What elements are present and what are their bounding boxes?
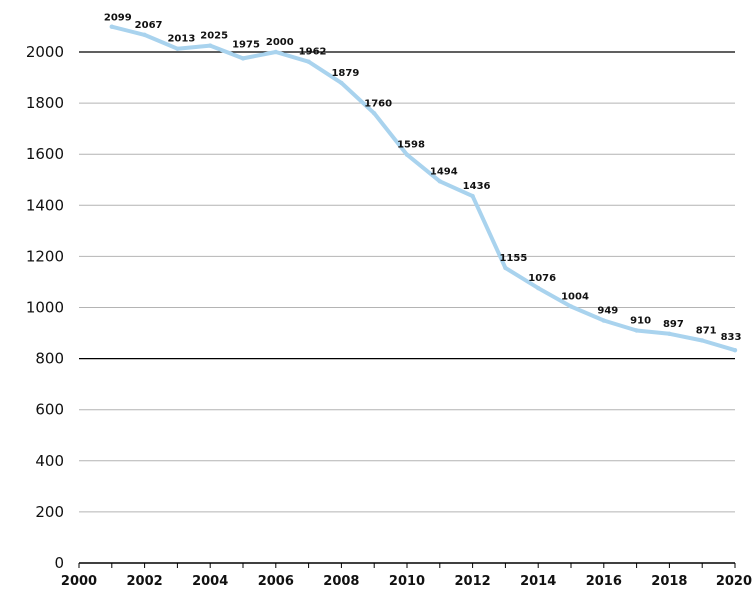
data-point <box>700 338 705 343</box>
data-label: 2000 <box>266 37 294 48</box>
series-line <box>109 24 738 353</box>
y-tick-label: 1400 <box>26 196 64 214</box>
data-label: 1879 <box>331 68 359 79</box>
data-point <box>208 43 213 48</box>
data-label: 897 <box>663 319 684 330</box>
data-point <box>273 49 278 55</box>
data-point <box>536 285 541 291</box>
x-tick-label: 2004 <box>192 574 228 589</box>
data-point <box>175 46 180 51</box>
data-point <box>601 318 606 323</box>
x-tick-label: 2010 <box>389 574 425 589</box>
data-point <box>503 265 508 271</box>
y-tick-label: 1000 <box>26 299 64 317</box>
data-label: 1962 <box>299 47 327 58</box>
x-tick-label: 2006 <box>258 574 294 589</box>
x-tick-label: 2008 <box>323 574 359 589</box>
data-point <box>240 56 246 61</box>
data-point <box>372 111 377 116</box>
data-label: 1494 <box>430 166 458 177</box>
data-point <box>634 328 639 333</box>
y-tick-label: 2000 <box>26 43 64 61</box>
data-point <box>470 193 475 199</box>
x-tick-label: 2012 <box>455 574 491 589</box>
data-label: 833 <box>721 332 742 343</box>
x-tick-label: 2020 <box>716 574 752 589</box>
data-label: 1076 <box>528 273 556 284</box>
data-point <box>568 304 574 309</box>
y-tick-label: 200 <box>35 503 64 521</box>
data-label: 1760 <box>364 98 392 109</box>
data-label: 871 <box>696 325 717 336</box>
x-tick-label: 2016 <box>586 574 622 589</box>
x-tick-labels: 2000 2002 2004 2006 2008 2010 2012 2014 2016 2018… <box>61 574 752 589</box>
data-point <box>339 80 344 86</box>
y-tick-label: 1200 <box>26 247 64 265</box>
data-label: 1598 <box>397 140 425 151</box>
data-label: 1155 <box>499 253 527 264</box>
y-tick-label: 800 <box>35 350 64 368</box>
data-label: 2099 <box>104 13 132 24</box>
x-tick-label: 2018 <box>651 574 687 589</box>
data-point <box>404 152 410 157</box>
y-tick-label: 0 <box>54 554 64 572</box>
data-label: 1436 <box>463 181 491 192</box>
data-point <box>142 32 147 38</box>
data-label: 910 <box>630 315 651 326</box>
data-label: 1975 <box>232 39 260 50</box>
x-axis <box>78 562 736 568</box>
y-tick-label: 400 <box>35 452 64 470</box>
data-point <box>437 179 442 184</box>
x-tick-label: 2002 <box>127 574 163 589</box>
data-label: 2025 <box>200 31 228 42</box>
data-point <box>667 331 672 337</box>
y-tick-label: 600 <box>35 401 64 419</box>
series-polyline <box>109 24 737 353</box>
y-tick-label: 1800 <box>26 94 64 112</box>
y-tick-labels: 0 200 400 600 800 1000 1200 1400 1600 1800 2000 <box>26 43 64 572</box>
gridlines <box>79 51 735 513</box>
data-point <box>306 59 311 64</box>
y-tick-label: 1600 <box>26 145 64 163</box>
data-point <box>732 347 738 353</box>
data-label: 2067 <box>135 20 163 31</box>
data-label: 1004 <box>561 291 589 302</box>
x-tick-label: 2014 <box>520 574 556 589</box>
data-label: 2013 <box>167 34 195 45</box>
data-label: 949 <box>597 306 618 317</box>
data-point <box>109 24 115 29</box>
x-tick-label: 2000 <box>61 574 97 589</box>
